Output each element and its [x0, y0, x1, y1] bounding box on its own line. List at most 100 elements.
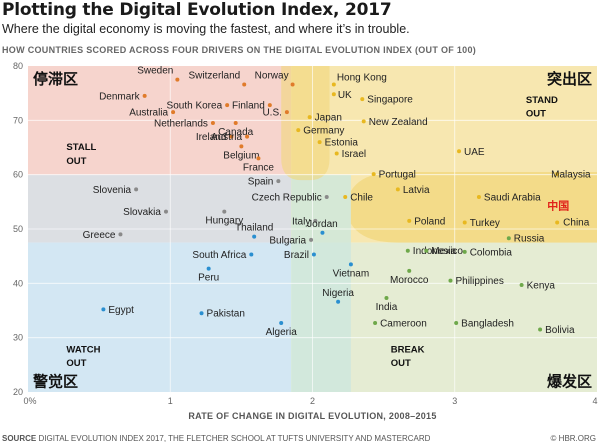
point-label-estonia: Estonia	[325, 138, 359, 149]
data-point	[163, 209, 168, 214]
point-label-morocco: Morocco	[390, 275, 429, 286]
data-point	[118, 232, 123, 237]
data-point	[320, 230, 325, 235]
point-label-ireland: Ireland	[196, 132, 227, 143]
stand-out-label-line2: OUT	[526, 109, 546, 120]
data-point	[424, 248, 429, 253]
point-label-brazil: Brazil	[284, 250, 309, 261]
y-tick-label: 20	[13, 387, 23, 397]
point-label-poland: Poland	[414, 216, 445, 227]
data-point	[206, 266, 211, 271]
stall-out-cn-label: 停滞区	[33, 70, 78, 88]
point-label-sweden: Sweden	[137, 66, 173, 77]
data-point	[267, 103, 272, 108]
point-label-egypt: Egypt	[108, 305, 134, 316]
x-tick-label: 3	[452, 396, 457, 406]
data-point	[331, 82, 336, 87]
chart-caption: HOW COUNTRIES SCORED ACROSS FOUR DRIVERS…	[2, 45, 477, 55]
point-label-malaysia: Malaysia	[551, 170, 591, 181]
data-point	[171, 110, 176, 115]
point-label-bangladesh: Bangladesh	[461, 318, 514, 329]
y-tick-label: 70	[13, 115, 23, 125]
data-point	[175, 77, 180, 82]
point-label-china: China	[563, 217, 590, 228]
data-point	[311, 252, 316, 257]
point-label-mexico: Mexico	[431, 246, 463, 257]
data-point	[555, 220, 560, 225]
data-point	[457, 149, 462, 154]
data-point	[373, 320, 378, 325]
point-label-jordan: Jordan	[307, 219, 338, 230]
data-point	[276, 179, 281, 184]
point-label-italy: Italy	[292, 216, 310, 227]
x-tick-label: 2	[310, 396, 315, 406]
break-out-label-line1: BREAK	[391, 344, 425, 355]
data-point	[210, 121, 215, 126]
point-label-australia: Australia	[129, 108, 168, 119]
point-label-norway: Norway	[255, 70, 289, 81]
watch-out-cn-label: 警觉区	[32, 373, 78, 391]
point-label-pakistan: Pakistan	[207, 309, 245, 320]
x-axis-label: RATE OF CHANGE IN DIGITAL EVOLUTION, 200…	[188, 411, 436, 421]
stall-out-label-line2: OUT	[66, 156, 86, 167]
data-point	[249, 252, 254, 257]
point-label-peru: Peru	[198, 273, 219, 284]
data-point	[360, 97, 365, 102]
data-point	[454, 320, 459, 325]
china-cn-label: 中国	[547, 198, 569, 212]
stand-out-label-line1: STAND	[526, 95, 558, 106]
grey-band-region	[28, 174, 292, 243]
data-point	[407, 268, 412, 273]
data-point	[405, 248, 410, 253]
source-label: SOURCE	[2, 434, 37, 443]
point-label-czech-republic: Czech Republic	[252, 192, 322, 203]
data-point	[225, 103, 230, 108]
data-point	[309, 237, 314, 242]
point-label-india: India	[376, 302, 398, 313]
data-point	[324, 194, 329, 199]
data-point	[313, 218, 318, 223]
point-label-vietnam: Vietnam	[333, 268, 370, 279]
data-point	[101, 307, 106, 312]
point-label-thailand: Thailand	[235, 223, 273, 234]
data-point	[462, 249, 467, 254]
stand-out-cn-label: 突出区	[547, 70, 592, 88]
point-label-kenya: Kenya	[527, 280, 556, 291]
stand-out-highlight-band	[350, 171, 597, 243]
point-label-indonesia: Indonesia	[413, 246, 457, 257]
data-point	[371, 172, 376, 177]
point-label-south-africa: South Africa	[192, 250, 246, 261]
point-label-france: France	[243, 162, 275, 173]
x-tick-label: 1	[168, 396, 173, 406]
point-label-portugal: Portugal	[379, 170, 416, 181]
data-point	[245, 134, 250, 139]
point-label-germany: Germany	[303, 126, 344, 137]
copyright: © HBR.ORG	[550, 434, 596, 443]
point-label-spain: Spain	[248, 177, 274, 188]
point-label-denmark: Denmark	[99, 91, 141, 102]
data-point	[336, 299, 341, 304]
data-point	[361, 119, 366, 124]
point-label-switzerland: Switzerland	[189, 70, 241, 81]
point-label-austria: Austria	[211, 132, 243, 143]
point-label-belgium: Belgium	[223, 150, 259, 161]
data-point	[242, 82, 247, 87]
data-point	[348, 262, 353, 267]
point-label-hungary: Hungary	[205, 216, 243, 227]
data-point	[462, 220, 467, 225]
data-point	[384, 296, 389, 301]
y-tick-label: 60	[13, 170, 23, 180]
point-label-japan: Japan	[315, 113, 342, 124]
point-label-slovakia: Slovakia	[123, 207, 161, 218]
point-label-netherlands: Netherlands	[154, 119, 208, 130]
y-tick-label: 30	[13, 333, 23, 343]
point-label-philippines: Philippines	[455, 276, 503, 287]
point-label-finland: Finland	[232, 101, 265, 112]
point-label-greece: Greece	[83, 230, 116, 241]
data-point	[538, 327, 543, 332]
point-label-algeria: Algeria	[266, 327, 298, 338]
point-label-canada: Canada	[218, 127, 253, 138]
source-text: DIGITAL EVOLUTION INDEX 2017, THE FLETCH…	[38, 434, 431, 443]
point-label-bulgaria: Bulgaria	[269, 235, 306, 246]
